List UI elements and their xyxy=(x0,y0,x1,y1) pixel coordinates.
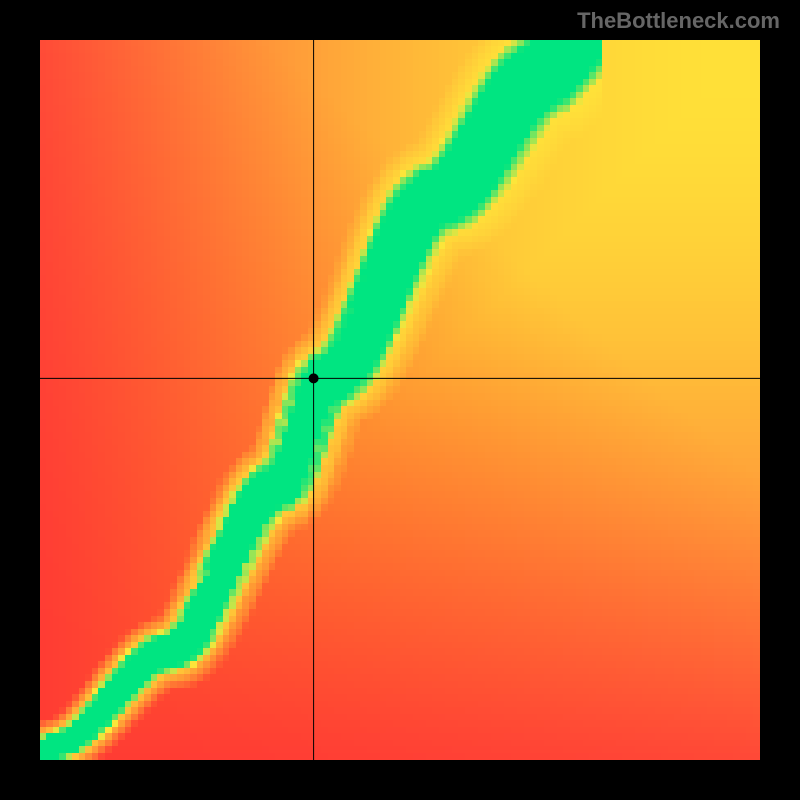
watermark-text: TheBottleneck.com xyxy=(577,8,780,34)
bottleneck-heatmap xyxy=(40,40,760,760)
